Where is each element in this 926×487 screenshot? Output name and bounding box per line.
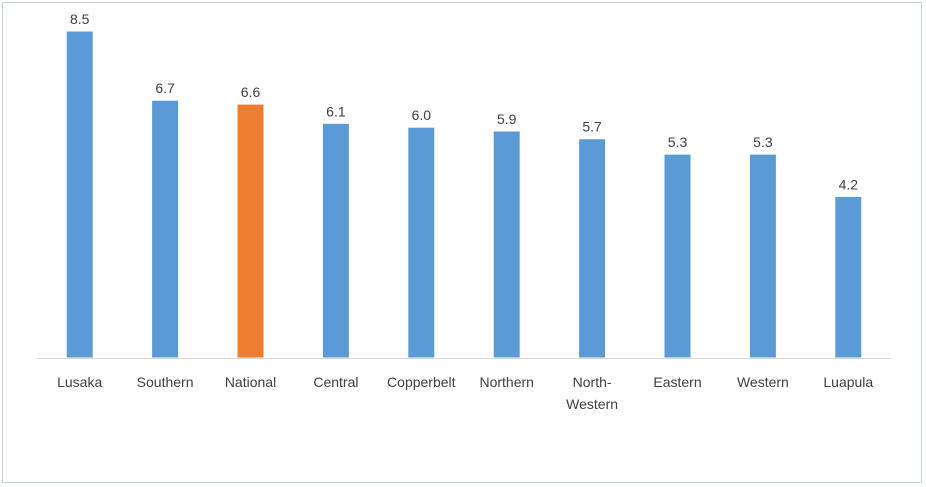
category-label-eastern: Eastern [653,374,701,390]
bar-lusaka [65,30,94,359]
value-label-luapula: 4.2 [839,176,859,192]
value-label-central: 6.1 [326,103,346,119]
bar-northern [492,130,521,359]
bar-north-western [578,138,607,359]
category-label-southern: Southern [137,374,194,390]
bar-luapula [834,195,863,359]
value-label-eastern: 5.3 [668,134,688,150]
value-label-north-western: 5.7 [582,119,602,135]
bar-chart: 8.5 6.7 6.6 6.1 6.0 5.9 5.7 5.3 5.3 4.2 Lusaka Sou… [37,11,891,412]
bar-copperbelt [407,126,436,359]
bar-eastern [663,153,692,359]
category-label-western: Western [737,374,789,390]
bar-national [236,103,265,359]
value-label-northern: 5.9 [497,111,517,127]
category-label-northern: Northern [479,374,533,390]
bar-southern [151,99,180,359]
value-label-copperbelt: 6.0 [412,107,432,123]
category-label-lusaka: Lusaka [57,374,102,390]
category-label-central: Central [313,374,358,390]
category-label-luapula: Luapula [823,374,873,390]
value-label-southern: 6.7 [155,80,175,96]
category-label-north-western: North-Western [566,374,618,412]
bar-western [748,153,777,359]
category-label-copperbelt: Copperbelt [387,374,456,390]
bar-central [321,122,350,359]
value-label-lusaka: 8.5 [70,11,90,27]
category-labels-group: Lusaka Southern National Central Copperbelt N… [57,374,873,412]
bars-group [65,30,863,359]
value-label-national: 6.6 [241,84,261,100]
value-label-western: 5.3 [753,134,773,150]
category-label-national: National [225,374,276,390]
value-labels-group: 8.5 6.7 6.6 6.1 6.0 5.9 5.7 5.3 5.3 4.2 [70,11,858,192]
